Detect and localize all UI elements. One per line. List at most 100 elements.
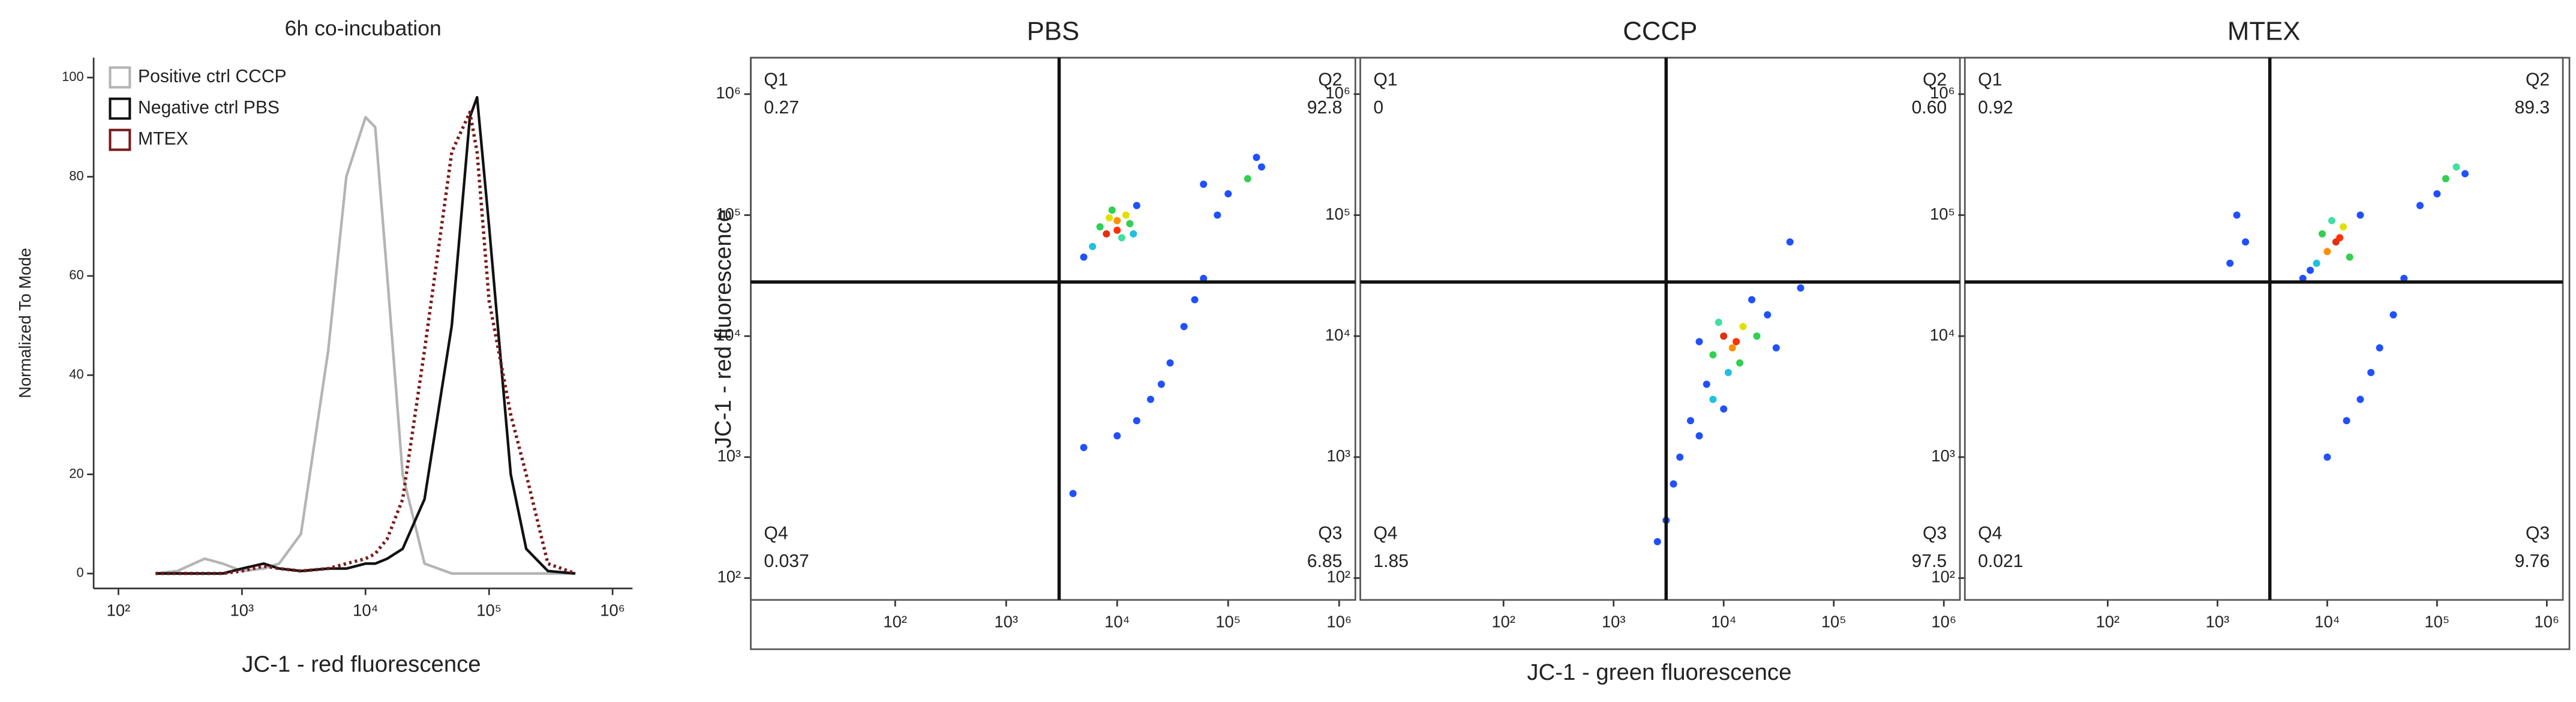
y-tick-label: 10³: [1326, 446, 1350, 465]
x-axis-label: JC-1 - green fluorescence: [1527, 659, 1791, 685]
event-dot: [2306, 266, 2314, 274]
y-tick-label: 10⁵: [1325, 205, 1350, 223]
quadrant-percent: 89.3: [2515, 98, 2550, 118]
x-tick-label: 10³: [1602, 612, 1626, 631]
legend-label: Negative ctrl PBS: [138, 98, 280, 118]
event-dot: [1653, 538, 1661, 545]
quadrant-percent: 92.8: [1307, 98, 1343, 118]
quadrant-name: Q1: [764, 70, 788, 89]
event-dot: [2346, 253, 2353, 261]
event-dot: [2340, 223, 2347, 231]
quadrant-name: Q4: [1978, 523, 2002, 543]
event-dot: [1191, 296, 1199, 304]
quadrant-percent: 9.76: [2515, 551, 2550, 571]
x-tick-label: 10⁵: [1215, 612, 1241, 631]
event-dot: [1797, 284, 1805, 292]
legend-label: Positive ctrl CCCP: [138, 67, 287, 86]
x-tick-label: 10⁵: [2424, 612, 2449, 631]
event-dot: [1736, 359, 1744, 367]
x-tick-label: 10²: [107, 601, 131, 619]
x-tick-label: 10³: [994, 612, 1018, 631]
event-dot: [1096, 223, 1104, 231]
event-dot: [1739, 323, 1747, 331]
event-dot: [1200, 181, 1208, 188]
histogram-line: [155, 110, 576, 575]
event-dot: [2242, 238, 2250, 246]
x-tick-label: 10⁴: [2314, 612, 2340, 631]
event-dot: [1786, 238, 1794, 246]
y-tick-label: 10³: [1931, 446, 1955, 465]
event-dot: [1089, 242, 1097, 250]
event-dot: [2233, 211, 2241, 219]
x-tick-label: 10⁶: [2534, 612, 2559, 631]
event-dot: [2313, 259, 2320, 267]
x-tick-label: 10⁶: [1931, 612, 1956, 631]
event-dot: [1748, 296, 1756, 304]
event-dot: [1130, 230, 1137, 238]
y-tick-label: 10³: [717, 446, 741, 465]
x-tick-label: 10⁶: [1326, 612, 1352, 631]
y-tick-label: 10⁶: [716, 83, 741, 102]
event-dot: [1772, 344, 1780, 352]
quadrant-name: Q4: [764, 523, 788, 543]
event-dot: [1214, 211, 1221, 219]
event-dot: [1133, 417, 1140, 425]
chart-title: MTEX: [2227, 17, 2301, 46]
y-tick-label: 10⁶: [1930, 83, 1955, 102]
quadrant-name: Q2: [1923, 70, 1947, 89]
y-axis-label: JC-1 - red fluorescence: [710, 209, 736, 448]
x-tick-label: 10⁶: [600, 601, 625, 619]
event-dot: [1180, 323, 1188, 331]
event-dot: [1122, 211, 1130, 219]
event-dot: [1113, 217, 1121, 224]
quadrant-percent: 6.85: [1307, 551, 1343, 571]
quadrant-name: Q3: [2526, 523, 2550, 543]
event-dot: [1133, 202, 1140, 209]
event-dot: [1108, 206, 1116, 214]
x-tick-label: 10²: [2096, 612, 2120, 631]
event-dot: [1724, 368, 1732, 376]
event-dot: [1253, 154, 1260, 161]
event-dot: [1257, 163, 1265, 171]
plot-frame: [1359, 56, 1961, 601]
quadrant-name: Q4: [1373, 523, 1397, 543]
event-dot: [2400, 274, 2408, 282]
event-dot: [2389, 311, 2397, 319]
event-dot: [1146, 395, 1154, 403]
histogram-line: [155, 95, 576, 575]
event-dot: [1703, 380, 1710, 388]
legend-swatch: [109, 128, 131, 151]
event-dot: [1113, 432, 1121, 440]
histogram-line: [155, 116, 576, 575]
y-tick-label: 10²: [1931, 568, 1955, 586]
event-dot: [1157, 380, 1165, 388]
y-tick-label: 20: [69, 466, 83, 481]
event-dot: [2367, 368, 2375, 376]
event-dot: [2442, 175, 2449, 182]
quadrant-percent: 0.037: [764, 551, 809, 571]
event-dot: [1166, 359, 1174, 367]
event-dot: [1244, 175, 1251, 182]
x-axis-label: JC-1 - red fluorescence: [242, 652, 481, 677]
event-dot: [1126, 220, 1134, 227]
event-dot: [2343, 417, 2350, 425]
quadrant-percent: 0: [1373, 98, 1383, 118]
quadrant-percent: 0.60: [1912, 98, 1947, 118]
x-tick-label: 10²: [883, 612, 907, 631]
quadrant-percent: 0.92: [1978, 98, 2013, 118]
event-dot: [1728, 344, 1736, 352]
plot-frame: [750, 56, 1356, 601]
panel-frame: [750, 56, 2571, 650]
event-dot: [2323, 453, 2331, 461]
chart-title: PBS: [1027, 17, 1080, 46]
x-tick-label: 10³: [230, 601, 254, 619]
event-dot: [2226, 259, 2234, 267]
event-dot: [1676, 453, 1684, 461]
event-dot: [1709, 395, 1717, 403]
chart-title: 6h co-incubation: [285, 16, 442, 40]
event-dot: [1080, 443, 1088, 451]
event-dot: [2336, 234, 2344, 242]
event-dot: [1670, 480, 1677, 488]
y-axis-label: Normalized To Mode: [16, 248, 34, 398]
